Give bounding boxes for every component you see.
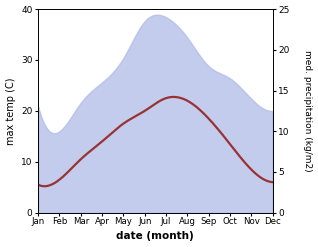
X-axis label: date (month): date (month) (116, 231, 194, 242)
Y-axis label: max temp (C): max temp (C) (5, 77, 16, 145)
Y-axis label: med. precipitation (kg/m2): med. precipitation (kg/m2) (303, 50, 313, 172)
